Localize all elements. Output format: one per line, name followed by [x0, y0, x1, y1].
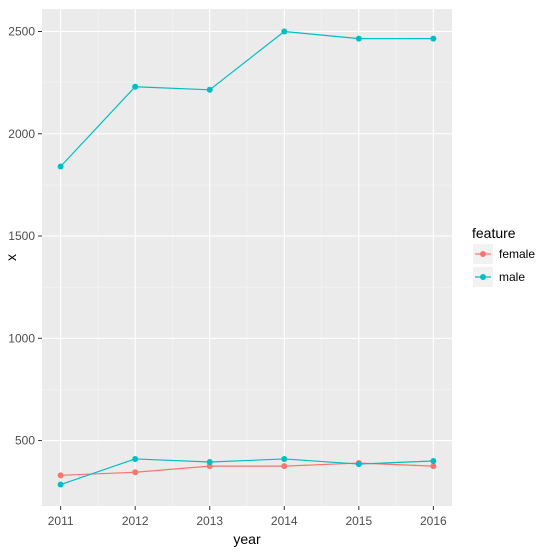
legend-key-point	[480, 274, 486, 280]
series-line-male-1	[60, 458, 434, 486]
data-point-male	[57, 481, 64, 488]
data-point-female	[430, 463, 437, 470]
data-point-male	[355, 461, 362, 468]
data-point-male	[57, 163, 64, 170]
y-tick-label: 2500	[8, 24, 35, 38]
data-point-male	[430, 458, 437, 465]
data-point-male	[206, 86, 213, 93]
data-point-male	[281, 28, 288, 35]
axes: 500 1000 1500 2000 2500 2011 2012 2013 2014 2015 2…	[3, 24, 447, 547]
y-axis-title: x	[3, 254, 19, 261]
x-tick-label: 2016	[420, 514, 447, 528]
x-tick-label: 2011	[48, 514, 74, 528]
series-line-male-2	[60, 30, 434, 168]
data-point-female	[132, 469, 139, 476]
data-point-male	[132, 83, 139, 90]
legend: feature female male	[472, 225, 535, 287]
x-tick-label: 2014	[271, 514, 298, 528]
y-tick-label: 2000	[8, 127, 35, 141]
series-layer	[57, 28, 437, 488]
y-tick-label: 1500	[8, 229, 35, 243]
data-point-male	[206, 459, 213, 466]
data-point-male	[281, 455, 288, 462]
legend-item-label: female	[499, 247, 535, 261]
x-tick-label: 2015	[345, 514, 372, 528]
data-point-female	[57, 472, 64, 479]
data-point-male	[132, 455, 139, 462]
x-tick-label: 2012	[122, 514, 149, 528]
legend-title: feature	[472, 225, 516, 241]
plot-panel	[42, 9, 452, 506]
legend-item-label: male	[499, 270, 525, 284]
data-point-male	[355, 35, 362, 42]
y-tick-label: 500	[15, 434, 35, 448]
legend-key-point	[480, 251, 486, 257]
x-axis-title: year	[233, 531, 261, 547]
x-tick-label: 2013	[196, 514, 223, 528]
data-point-female	[281, 463, 288, 470]
y-tick-label: 1000	[8, 331, 35, 345]
data-point-male	[430, 35, 437, 42]
